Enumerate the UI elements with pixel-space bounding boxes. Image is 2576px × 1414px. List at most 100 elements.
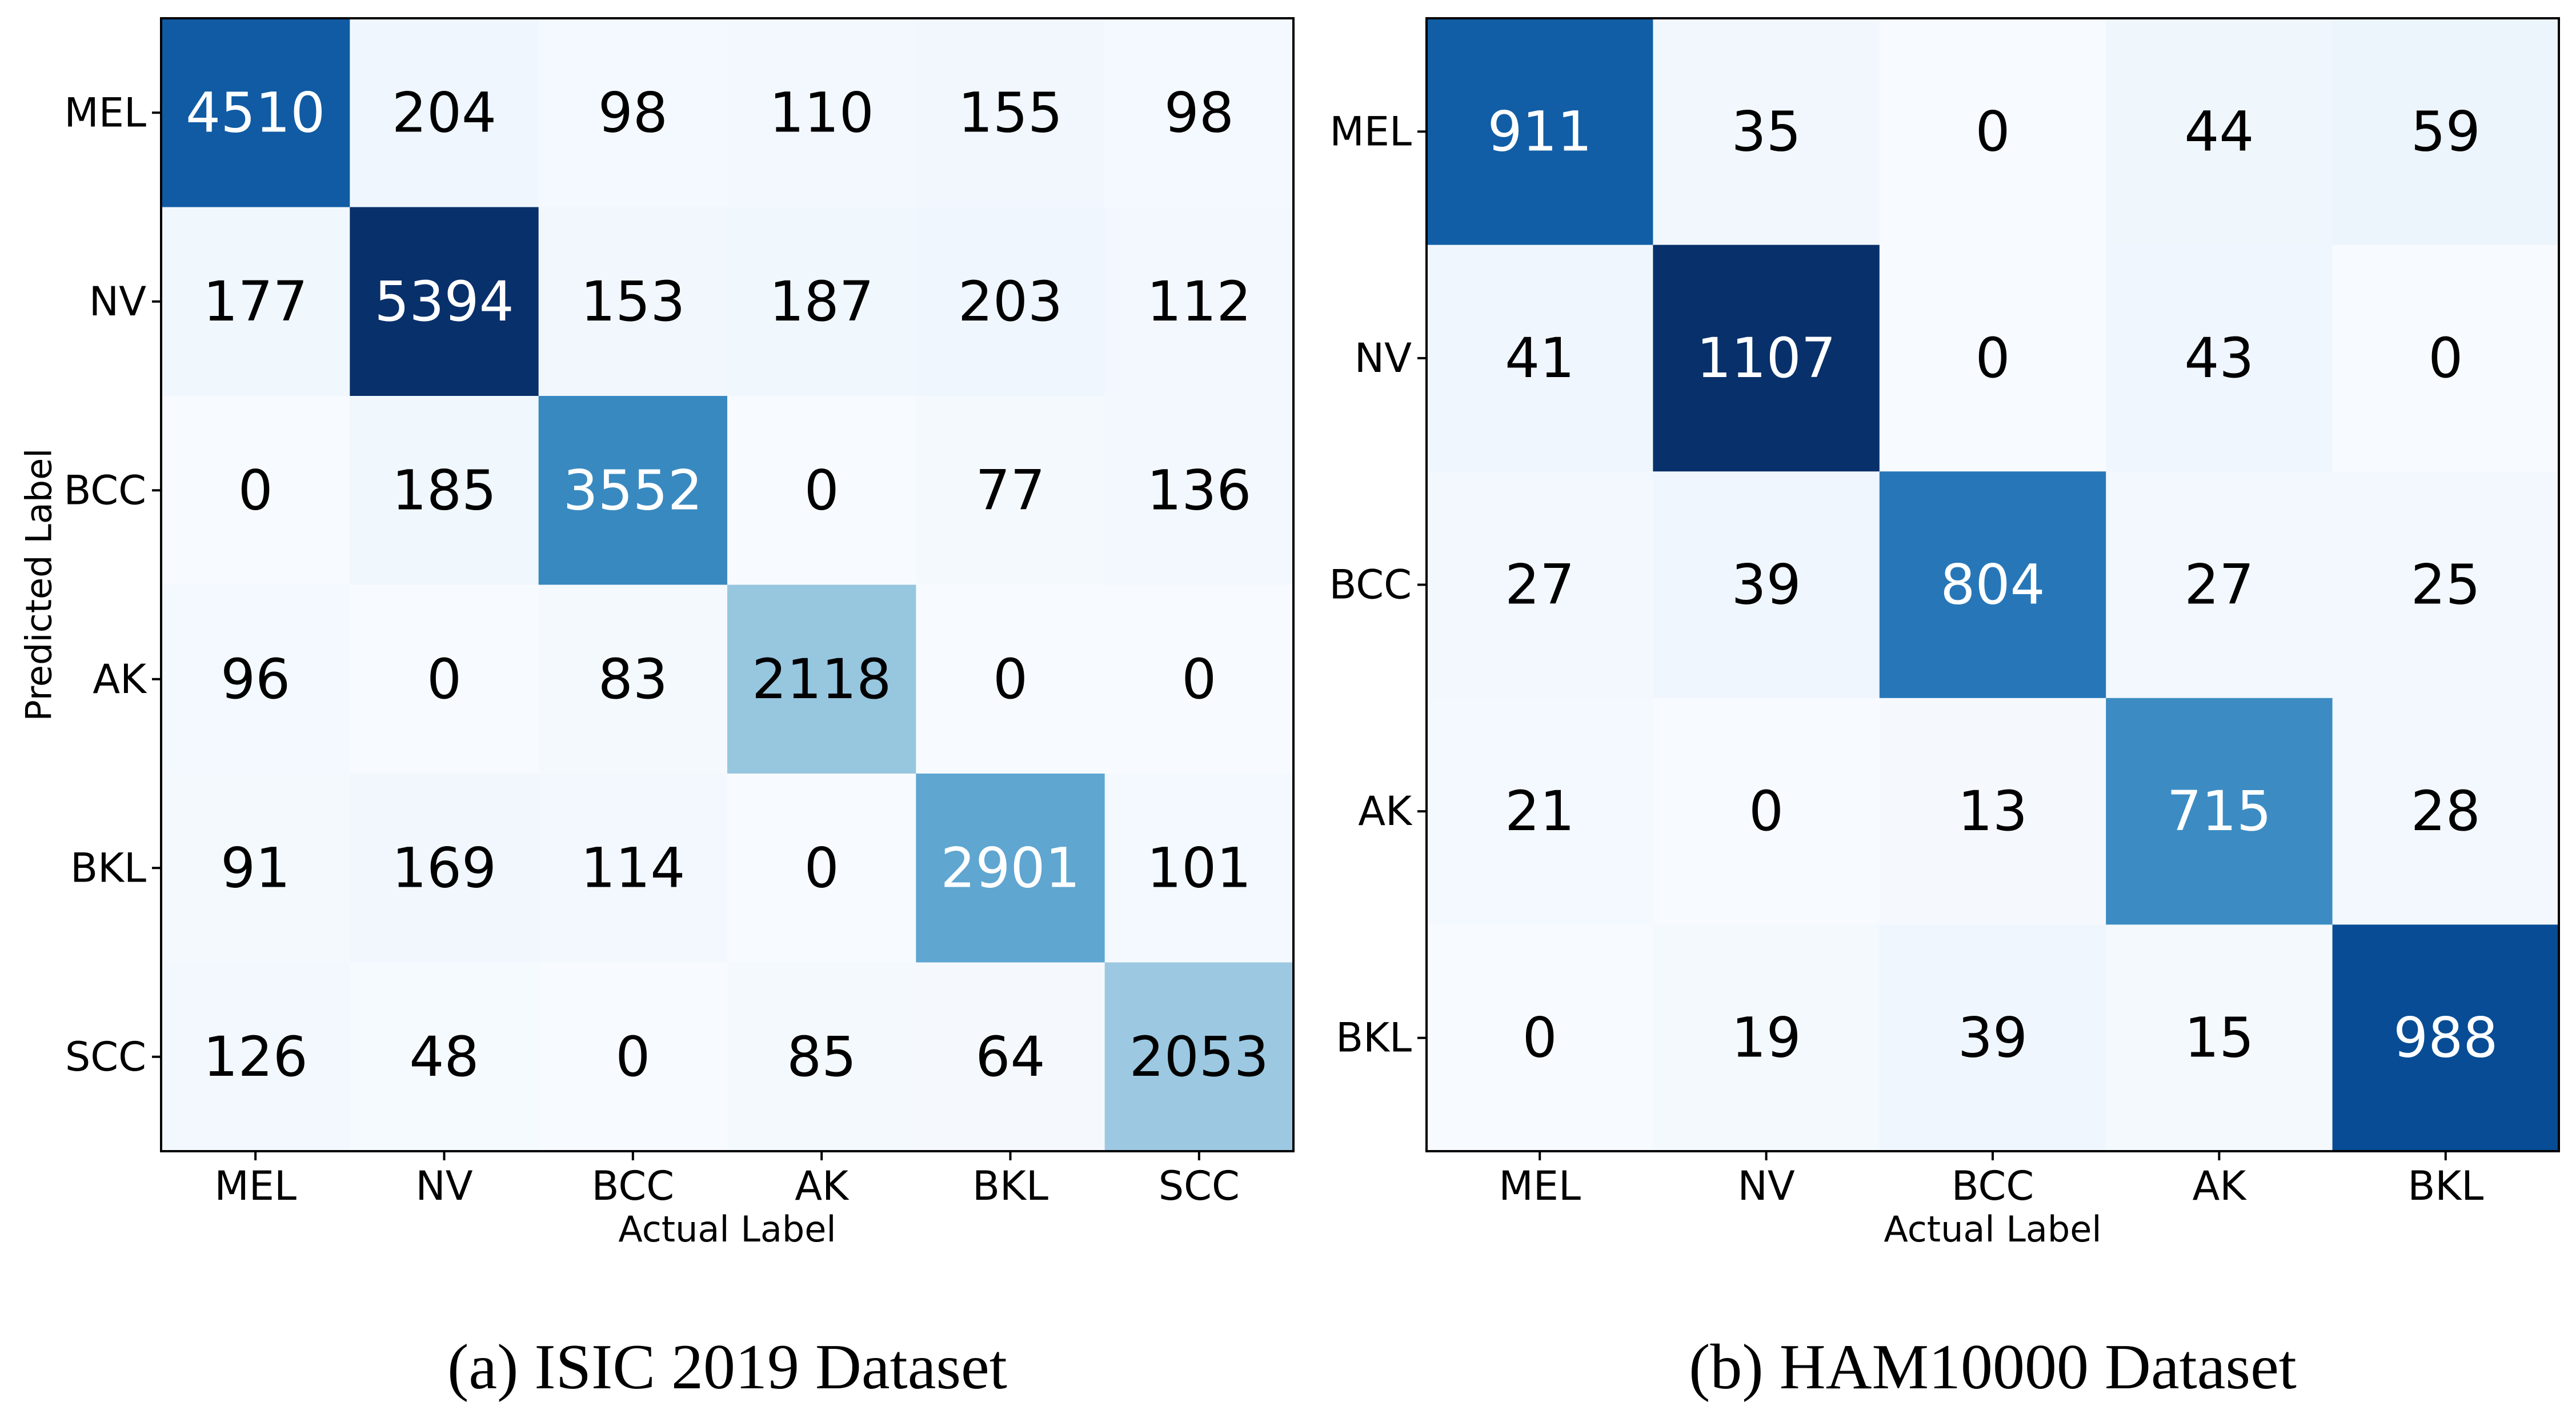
y-tick-label: NV bbox=[1355, 335, 1412, 382]
cell-value-label: 2053 bbox=[1129, 1025, 1269, 1089]
heatmap-cell bbox=[1879, 698, 2106, 925]
heatmap-cell bbox=[1427, 471, 1653, 699]
heatmap-cell bbox=[916, 18, 1105, 207]
cell-value-label: 0 bbox=[804, 836, 839, 900]
heatmap-cell bbox=[2332, 471, 2559, 699]
heatmap-cell bbox=[161, 774, 350, 963]
heatmap-cell bbox=[1104, 774, 1294, 963]
cell-value-label: 185 bbox=[392, 458, 496, 522]
heatmap-cell bbox=[1427, 245, 1653, 472]
heatmap-cell bbox=[1427, 698, 1653, 925]
cell-value-label: 0 bbox=[993, 647, 1028, 711]
cell-value-label: 59 bbox=[2411, 99, 2481, 163]
cell-value-label: 41 bbox=[1505, 326, 1575, 390]
cell-value-label: 1107 bbox=[1696, 326, 1836, 390]
heatmap-cell bbox=[727, 18, 916, 207]
heatmap-cell bbox=[2332, 18, 2559, 246]
cell-value-label: 136 bbox=[1147, 458, 1251, 522]
heatmap-cell bbox=[161, 396, 350, 585]
heatmap-cell bbox=[2106, 698, 2333, 925]
heatmap-cell bbox=[1104, 207, 1294, 396]
heatmap-cell bbox=[1427, 924, 1653, 1152]
heatmap-cell bbox=[2106, 245, 2333, 472]
heatmap-cell bbox=[2106, 471, 2333, 699]
heatmap-cell bbox=[1653, 698, 1880, 925]
heatmap-cell bbox=[161, 962, 350, 1152]
y-tick-label: BCC bbox=[63, 467, 146, 514]
cell-value-label: 35 bbox=[1732, 99, 1801, 163]
heatmap-cell bbox=[1653, 924, 1880, 1152]
y-tick-label: AK bbox=[1358, 788, 1413, 835]
x-tick-label: MEL bbox=[1499, 1163, 1581, 1209]
heatmap-cell bbox=[727, 584, 916, 774]
cell-value-label: 98 bbox=[1164, 81, 1234, 145]
heatmap-cell bbox=[161, 207, 350, 396]
heatmap-cell bbox=[538, 18, 728, 207]
cell-value-label: 4510 bbox=[186, 81, 325, 145]
x-tick-label: BCC bbox=[1952, 1163, 2034, 1209]
cell-value-label: 715 bbox=[2167, 779, 2271, 843]
y-tick-label: MEL bbox=[64, 89, 146, 136]
heatmap-cell bbox=[538, 396, 728, 585]
heatmap-cell bbox=[1653, 471, 1880, 699]
heatmap-cell bbox=[538, 207, 728, 396]
heatmap-cell bbox=[1104, 584, 1294, 774]
cell-value-label: 2901 bbox=[940, 836, 1080, 900]
cell-value-label: 0 bbox=[1975, 99, 2010, 163]
x-tick-label: NV bbox=[1737, 1163, 1794, 1209]
cell-value-label: 44 bbox=[2184, 99, 2254, 163]
cell-value-label: 0 bbox=[238, 458, 273, 522]
cell-value-label: 0 bbox=[1181, 647, 1216, 711]
heatmap-cell bbox=[1427, 18, 1653, 246]
heatmap-cell bbox=[350, 962, 539, 1152]
heatmap-cell bbox=[1653, 245, 1880, 472]
x-tick-label: BCC bbox=[592, 1163, 675, 1209]
cell-value-label: 0 bbox=[2428, 326, 2463, 390]
x-tick-label: BKL bbox=[2407, 1163, 2483, 1209]
heatmap-cell bbox=[916, 207, 1105, 396]
y-tick-label: AK bbox=[93, 656, 147, 703]
cell-value-label: 83 bbox=[598, 647, 668, 711]
cell-value-label: 203 bbox=[958, 270, 1063, 334]
heatmap-cell bbox=[350, 774, 539, 963]
heatmap-cell bbox=[1879, 18, 2106, 246]
cell-value-label: 153 bbox=[580, 270, 685, 334]
cell-value-label: 64 bbox=[975, 1025, 1045, 1089]
heatmap-cell bbox=[727, 962, 916, 1152]
heatmap-cell bbox=[1879, 245, 2106, 472]
cell-value-label: 15 bbox=[2184, 1006, 2254, 1070]
cell-value-label: 101 bbox=[1147, 836, 1251, 900]
x-tick-label: BKL bbox=[972, 1163, 1048, 1209]
cell-value-label: 0 bbox=[1523, 1006, 1557, 1070]
heatmap-cell bbox=[350, 396, 539, 585]
cell-value-label: 187 bbox=[770, 270, 874, 334]
heatmap-cell bbox=[2106, 18, 2333, 246]
cell-value-label: 85 bbox=[787, 1025, 856, 1089]
y-tick-label: BCC bbox=[1329, 562, 1412, 608]
cell-value-label: 27 bbox=[1505, 553, 1575, 617]
cell-value-label: 988 bbox=[2393, 1006, 2498, 1070]
heatmap-cell bbox=[727, 396, 916, 585]
cell-value-label: 39 bbox=[1732, 553, 1801, 617]
heatmap-cell bbox=[1104, 396, 1294, 585]
cell-value-label: 0 bbox=[1749, 779, 1784, 843]
y-tick-label: BKL bbox=[70, 844, 146, 891]
heatmap-cell bbox=[1104, 962, 1294, 1152]
heatmap-cell bbox=[350, 584, 539, 774]
y-tick-label: MEL bbox=[1329, 108, 1412, 155]
x-tick-label: AK bbox=[795, 1163, 850, 1209]
cell-value-label: 21 bbox=[1505, 779, 1575, 843]
cell-value-label: 155 bbox=[958, 81, 1063, 145]
cell-value-label: 0 bbox=[1975, 326, 2010, 390]
figure-caption: (b) HAM10000 Dataset bbox=[1689, 1332, 2297, 1403]
confusion-matrix-isic2019: 4510 204 98 110 155 98 177 5394 153 187 203 112 0 185… bbox=[18, 17, 1295, 1403]
heatmap-cell bbox=[1653, 18, 1880, 246]
heatmap-cell bbox=[2332, 924, 2559, 1152]
cell-value-label: 43 bbox=[2184, 326, 2254, 390]
cell-value-label: 77 bbox=[975, 458, 1045, 522]
cell-value-label: 3552 bbox=[563, 458, 703, 522]
cell-value-label: 25 bbox=[2411, 553, 2481, 617]
cell-value-label: 126 bbox=[203, 1025, 308, 1089]
cell-value-label: 91 bbox=[221, 836, 290, 900]
cell-value-label: 96 bbox=[221, 647, 290, 711]
